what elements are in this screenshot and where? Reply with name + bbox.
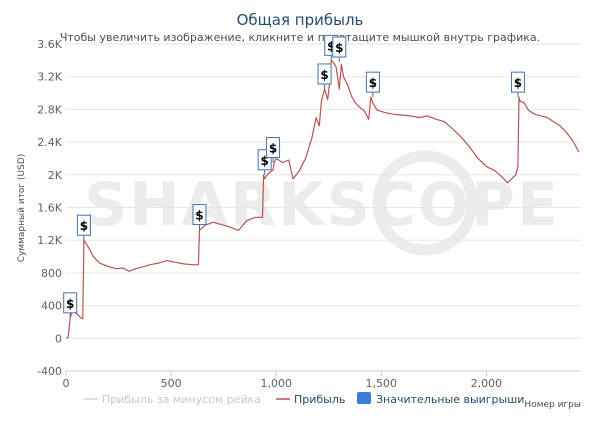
legend-label-big-wins: Значительные выигрыши (376, 393, 524, 406)
legend-item-big-wins[interactable]: Значительные выигрыши (357, 392, 524, 406)
y-tick-label: 3.2K (37, 71, 62, 84)
big-win-marker[interactable]: $ (510, 71, 525, 98)
big-win-marker-symbol: $ (335, 41, 343, 55)
legend-label-profit: Прибыль (294, 393, 345, 406)
big-win-marker[interactable]: $ (192, 204, 207, 230)
series-line-profit[interactable] (65, 59, 580, 339)
y-tick-label: 0 (55, 332, 62, 345)
y-tick-label: 800 (41, 267, 62, 280)
big-win-marker[interactable]: $ (76, 214, 91, 241)
big-win-marker-symbol: $ (320, 68, 328, 82)
big-win-marker-box (266, 137, 281, 159)
big-win-marker-box (192, 204, 207, 226)
watermark-text: SHARKSCOPE (84, 170, 560, 240)
y-tick-label: 3.6K (37, 38, 62, 51)
x-axis-title: Номер игры (524, 400, 581, 410)
big-win-marker-box (76, 214, 91, 236)
big-win-marker-box (332, 36, 347, 58)
y-tick-label: 1.2K (37, 234, 62, 247)
x-tick-label: 2,000 (471, 377, 503, 390)
x-tick-label: 1,500 (366, 377, 398, 390)
big-win-markers: $$$$$$$ $$ $ (63, 34, 525, 318)
big-win-marker-box (63, 292, 78, 314)
chart-title: Общая прибыль (237, 11, 364, 29)
series (65, 59, 580, 339)
x-tick-label: 500 (161, 377, 182, 390)
y-tick-label: -400 (37, 365, 62, 378)
big-win-marker[interactable]: $ (317, 63, 332, 89)
big-win-marker-symbol: $ (369, 76, 377, 90)
y-tick-label: 1.6K (37, 202, 62, 215)
y-axis: -400 0 400 800 1.2K 1.6K 2K 2.4K 2.8K 3.2K 3.6K (37, 38, 63, 378)
big-win-marker-symbol: $ (260, 154, 268, 168)
y-tick-label: 2.8K (37, 103, 62, 116)
big-win-marker-symbol: $ (80, 219, 88, 233)
big-win-marker-symbol: $ (66, 297, 74, 311)
y-tick-label: 2.4K (37, 136, 62, 149)
legend: Прибыль за минусом рейка Прибыль Значите… (84, 392, 524, 406)
legend-label-profit-ex-rake: Прибыль за минусом рейка (102, 393, 261, 406)
legend-item-profit[interactable]: Прибыль (276, 393, 345, 406)
legend-box-big-wins (357, 392, 371, 404)
watermark: SHARKSCOPE (84, 150, 560, 256)
big-win-marker-symbol: $ (327, 39, 335, 53)
x-tick-label: 1,000 (260, 377, 292, 390)
big-win-marker[interactable]: $ (332, 36, 347, 62)
legend-item-profit-ex-rake[interactable]: Прибыль за минусом рейка (84, 393, 261, 406)
x-tick-label: 0 (63, 377, 70, 390)
big-win-marker-box (365, 71, 380, 93)
y-tick-label: 400 (41, 300, 62, 313)
big-win-marker[interactable]: $ (63, 292, 78, 318)
big-win-marker-symbol: $ (269, 142, 277, 156)
x-axis: 0 500 1,000 1,500 2,000 (63, 370, 581, 390)
big-win-marker-box (317, 63, 332, 85)
chart-subtitle: Чтобы увеличить изображение, кликните и … (60, 31, 540, 44)
big-win-marker-symbol: $ (195, 209, 203, 223)
y-tick-label: 2K (48, 169, 63, 182)
y-axis-title: Суммарный итог (USD) (17, 154, 27, 263)
watermark-scope-icon (372, 150, 478, 256)
big-win-marker-symbol: $ (514, 76, 522, 90)
big-win-marker-box (510, 71, 525, 93)
big-win-marker[interactable]: $ (266, 137, 281, 163)
big-win-marker[interactable]: $ (365, 71, 380, 98)
